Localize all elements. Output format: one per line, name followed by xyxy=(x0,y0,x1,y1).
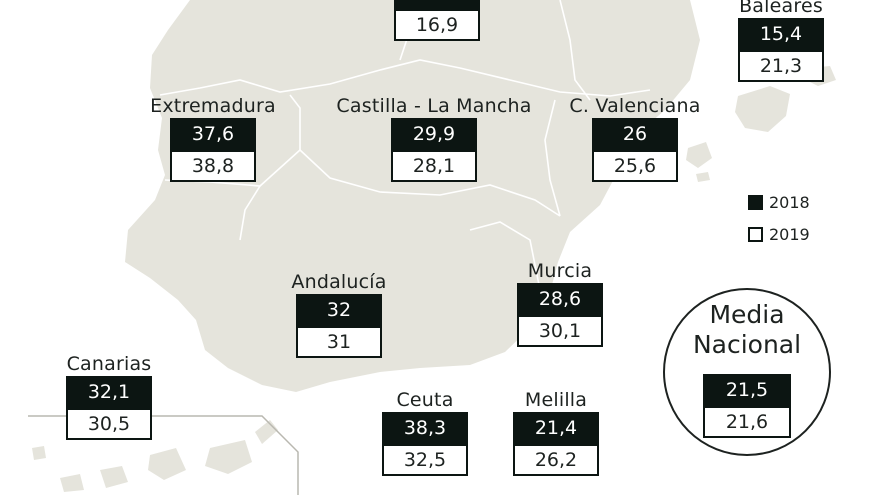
region-melilla: Melilla 21,4 26,2 xyxy=(510,388,602,476)
extremadura-label: Extremadura xyxy=(150,95,276,117)
baleares-2018-value: 15,4 xyxy=(738,18,824,50)
region-ceuta: Ceuta 38,3 32,5 xyxy=(380,388,470,476)
ibiza xyxy=(686,142,712,168)
canarias-2018-value: 32,1 xyxy=(66,376,152,408)
andalucia-label: Andalucía xyxy=(291,271,387,293)
region-canarias: Canarias 32,1 30,5 xyxy=(54,352,164,440)
baleares-label: Baleares xyxy=(739,0,823,17)
castilla-la-mancha-label: Castilla - La Mancha xyxy=(336,95,532,117)
canary-island-2 xyxy=(205,440,252,474)
extremadura-2018-value: 37,6 xyxy=(170,118,256,150)
spain-mainland xyxy=(125,0,700,392)
ceuta-2018-value: 38,3 xyxy=(382,412,468,444)
canary-island-1 xyxy=(255,420,278,444)
legend-swatch-2018 xyxy=(748,194,763,210)
canary-island-5 xyxy=(60,474,84,492)
castilla-la-mancha-2018-value: 29,9 xyxy=(391,118,477,150)
region-c-valenciana: C. Valenciana 26 25,6 xyxy=(558,94,712,182)
andalucia-2019-value: 31 xyxy=(296,326,382,358)
canarias-2019-value: 30,5 xyxy=(66,408,152,440)
canarias-label: Canarias xyxy=(66,353,152,375)
legend-swatch-2019 xyxy=(748,226,763,242)
legend-label-2018: 2018 xyxy=(769,192,810,212)
media-nacional-2018-value: 21,5 xyxy=(703,374,791,406)
region-borders xyxy=(159,0,651,319)
region-baleares: Baleares 15,4 21,3 xyxy=(729,0,833,82)
murcia-2019-value: 30,1 xyxy=(517,315,603,347)
melilla-2018-value: 21,4 xyxy=(513,412,599,444)
region-andalucia: Andalucía 32 31 xyxy=(281,270,397,358)
media-nacional-title-line1: Media xyxy=(709,300,785,329)
ceuta-2019-value: 32,5 xyxy=(382,444,468,476)
canary-island-3 xyxy=(148,448,186,480)
region-murcia: Murcia 28,6 30,1 xyxy=(506,259,614,347)
melilla-label: Melilla xyxy=(524,389,588,411)
murcia-label: Murcia xyxy=(527,260,593,282)
ceuta-label: Ceuta xyxy=(396,389,454,411)
canary-island-6 xyxy=(32,446,46,460)
region-castilla-leon: 16,9 xyxy=(393,0,481,41)
castilla-leon-2019-value: 16,9 xyxy=(394,9,480,41)
canary-island-4 xyxy=(100,466,128,488)
legend-item-2018: 2018 xyxy=(748,186,810,218)
mallorca xyxy=(735,86,790,132)
castilla-la-mancha-2019-value: 28,1 xyxy=(391,150,477,182)
andalucia-2018-value: 32 xyxy=(296,294,382,326)
region-castilla-la-mancha: Castilla - La Mancha 29,9 28,1 xyxy=(326,94,542,182)
media-nacional-circle: Media Nacional 21,5 21,6 xyxy=(663,288,831,456)
formentera xyxy=(696,172,710,182)
extremadura-2019-value: 38,8 xyxy=(170,150,256,182)
legend-item-2019: 2019 xyxy=(748,218,810,250)
c-valenciana-2019-value: 25,6 xyxy=(592,150,678,182)
baleares-2019-value: 21,3 xyxy=(738,50,824,82)
media-nacional-title-line2: Nacional xyxy=(692,330,802,359)
melilla-2019-value: 26,2 xyxy=(513,444,599,476)
castilla-leon-2018-value xyxy=(394,0,480,9)
legend: 2018 2019 xyxy=(748,186,810,250)
legend-label-2019: 2019 xyxy=(769,224,810,244)
c-valenciana-label: C. Valenciana xyxy=(569,95,701,117)
c-valenciana-2018-value: 26 xyxy=(592,118,678,150)
region-extremadura: Extremadura 37,6 38,8 xyxy=(141,94,285,182)
media-nacional-2019-value: 21,6 xyxy=(703,406,791,438)
murcia-2018-value: 28,6 xyxy=(517,283,603,315)
